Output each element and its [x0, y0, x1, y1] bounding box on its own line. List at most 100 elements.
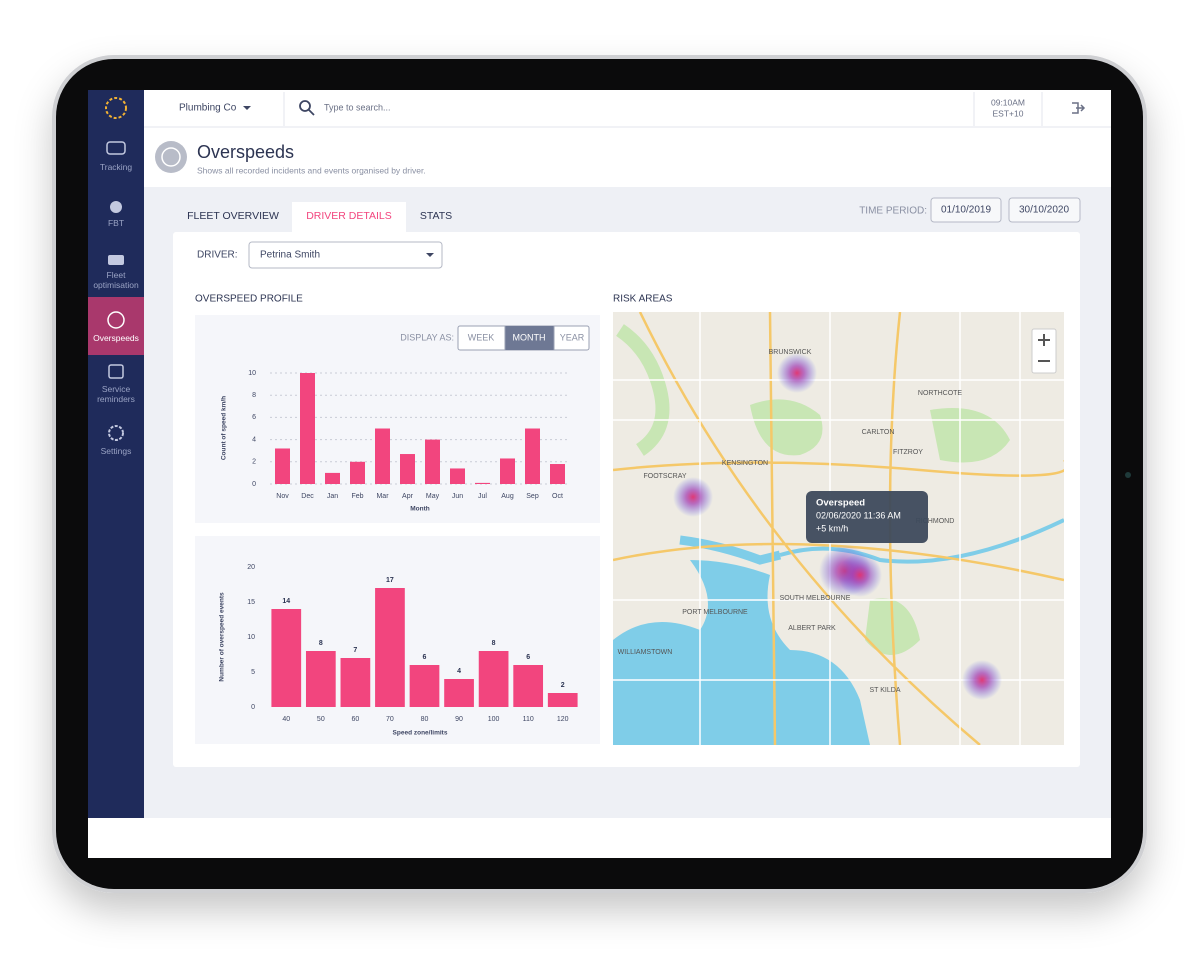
sidebar-active [88, 297, 144, 355]
tab[interactable]: STATS [420, 210, 452, 222]
data-label: 17 [386, 577, 394, 584]
date-to-text[interactable]: 30/10/2020 [1019, 205, 1069, 216]
bar [305, 651, 336, 707]
page-icon [161, 147, 181, 167]
icon-tracking[interactable] [106, 141, 126, 155]
logout-icon[interactable] [1072, 102, 1086, 114]
icon-settings[interactable] [108, 425, 124, 441]
display-option[interactable]: YEAR [560, 332, 585, 342]
bar [547, 693, 578, 707]
x-tick-label: 90 [455, 716, 463, 723]
x-tick-label: Aug [501, 493, 514, 500]
page-subtitle: Shows all recorded incidents and events … [197, 165, 426, 175]
place-label: FITZROY [893, 449, 923, 456]
icon-fleet[interactable] [108, 255, 124, 265]
bar [275, 448, 290, 484]
place-labels: BRUNSWICK NORTHCOTE CARLTON FITZROY KENSINGT… [618, 349, 963, 694]
tab[interactable]: FLEET OVERVIEW [187, 210, 279, 222]
y-tick-label: 10 [247, 634, 255, 641]
nav-item[interactable]: Tracking [99, 162, 133, 172]
heat-spot [838, 553, 882, 597]
x-tick-label: Nov [276, 493, 289, 500]
search-input[interactable]: Type to search... [324, 102, 391, 112]
y-tick-label: 5 [251, 669, 255, 676]
nav-item-active[interactable]: Overspeeds [93, 333, 139, 343]
date-to[interactable] [1008, 197, 1081, 223]
icon-service[interactable] [108, 364, 124, 379]
bar [271, 609, 302, 707]
place-label: PORT MELBOURNE [682, 609, 748, 616]
company-select[interactable]: Plumbing Co [179, 103, 237, 114]
time-period-label: TIME PERIOD: [859, 206, 927, 217]
clock-zone: EST+10 [993, 108, 1024, 118]
x-tick-label: 40 [282, 716, 290, 723]
data-label: 2 [561, 682, 565, 689]
date-from-text[interactable]: 01/10/2019 [941, 205, 991, 216]
heat-spot [962, 660, 1002, 700]
place-label: SOUTH MELBOURNE [780, 595, 851, 602]
x-tick-label: 110 [523, 716, 534, 723]
bar [525, 428, 540, 484]
caret [243, 106, 251, 110]
logo [105, 97, 127, 119]
icon-fbt[interactable] [110, 201, 122, 213]
search-icon [308, 109, 315, 116]
river [779, 518, 1064, 564]
bar [550, 464, 565, 484]
x-tick-label: 70 [386, 716, 394, 723]
driver-value[interactable]: Petrina Smith [260, 250, 320, 261]
x-tick-label: 60 [351, 716, 359, 723]
display-option[interactable]: MONTH [513, 332, 546, 342]
display-option[interactable]: WEEK [468, 332, 495, 342]
search-icon [299, 100, 311, 112]
camera [1125, 472, 1131, 478]
y-tick-label: 10 [248, 370, 256, 377]
tab-active[interactable]: DRIVER DETAILS [306, 210, 392, 222]
data-label: 14 [282, 598, 290, 605]
x-tick-label: Feb [351, 493, 363, 500]
page-icon [155, 141, 187, 173]
caret [426, 253, 434, 257]
driver-select[interactable] [248, 241, 443, 269]
tooltip-time: 02/06/2020 11:36 AM [816, 510, 901, 520]
bar [375, 428, 390, 484]
park [615, 324, 670, 456]
bar [478, 651, 509, 707]
heat-spot [777, 353, 817, 393]
tooltip-title: Overspeed [816, 498, 865, 509]
x-axis-label: Speed zone/limits [393, 730, 448, 737]
river [679, 535, 782, 565]
place-label: KENSINGTON [722, 460, 768, 467]
nav-item[interactable]: Service reminders [97, 384, 135, 404]
data-label: 7 [353, 647, 357, 654]
place-label: ST KILDA [870, 687, 901, 694]
nav-item[interactable]: Fleet optimisation [93, 270, 139, 290]
section-title: RISK AREAS [613, 294, 673, 305]
driver-label: DRIVER: [197, 250, 238, 261]
x-tick-label: 120 [557, 716, 569, 723]
bar [409, 665, 440, 707]
tab-active-bg [292, 202, 406, 234]
date-from[interactable] [930, 197, 1002, 223]
bar [300, 373, 315, 484]
x-tick-label: May [426, 493, 440, 500]
nav-item[interactable]: Settings [100, 446, 132, 456]
nav-item[interactable]: FBT [107, 218, 125, 228]
display-option-active[interactable] [505, 326, 554, 350]
x-axis-label: Month [410, 506, 430, 513]
y-tick-label: 6 [252, 414, 256, 421]
zoom-in[interactable] [1038, 334, 1050, 346]
data-label: 8 [319, 640, 323, 647]
y-tick-label: 0 [252, 481, 256, 488]
icon-overspeeds[interactable] [107, 311, 125, 329]
y-axis-label: Count of speed km/h [221, 396, 228, 460]
x-tick-label: Dec [301, 493, 314, 500]
y-tick-label: 8 [252, 392, 256, 399]
place-label: NORTHCOTE [918, 390, 963, 397]
bar [425, 439, 440, 484]
place-label: BRUNSWICK [769, 349, 812, 356]
park [750, 399, 823, 456]
bar [450, 468, 465, 484]
